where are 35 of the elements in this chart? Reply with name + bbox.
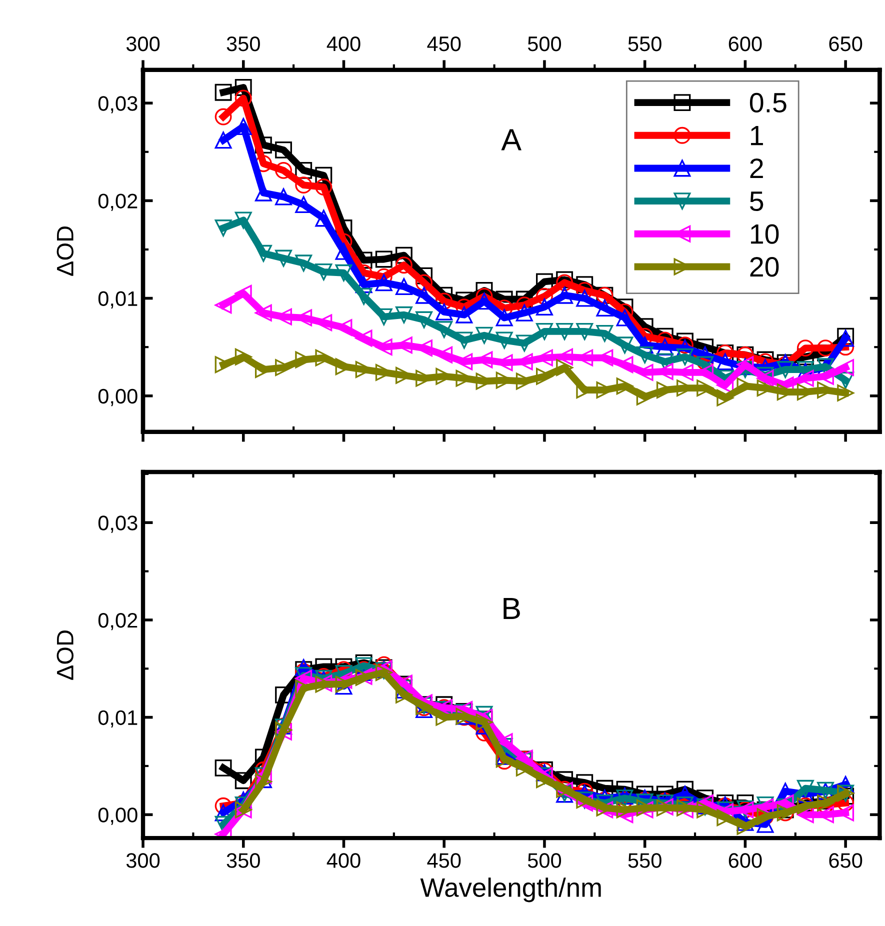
x-axis-title: Wavelength/nm: [420, 878, 601, 902]
x2-tick-label: 650: [829, 36, 862, 52]
annotation: B: [504, 598, 520, 619]
x-tick-label: 600: [728, 853, 762, 868]
x2-tick-label: 300: [126, 36, 160, 52]
y-tick-label: 0,03: [98, 96, 138, 114]
legend-label: 5: [750, 192, 764, 212]
x2-tick-label: 600: [728, 36, 762, 52]
legend-label: 10: [750, 224, 779, 244]
x-tick-label: 300: [126, 853, 160, 868]
legend-label: 1: [750, 126, 763, 146]
x2-tick-label: 450: [427, 36, 461, 52]
x2-tick-label: 550: [628, 36, 662, 52]
y-tick-label: 0,01: [98, 291, 138, 308]
y-tick-label: 0,03: [98, 516, 138, 533]
legend-label: 2: [750, 158, 763, 178]
x-tick-label: 550: [628, 853, 662, 868]
y-tick-label: 0,02: [98, 612, 138, 630]
y-axis-title: ΔOD: [56, 630, 74, 680]
x-tick-label: 400: [326, 853, 360, 868]
y-axis-title: ΔOD: [56, 226, 74, 276]
y-tick-label: 0,00: [98, 808, 138, 825]
x2-tick-label: 350: [226, 36, 260, 52]
y-tick-label: 0,02: [98, 194, 138, 211]
annotation: A: [501, 129, 522, 150]
legend-label: 20: [750, 257, 779, 277]
y-tick-label: 0,01: [98, 710, 138, 728]
x-tick-label: 650: [829, 853, 862, 868]
x2-tick-label: 400: [326, 36, 360, 52]
legend-label: 0.5: [750, 92, 786, 113]
x-tick-label: 450: [427, 853, 461, 868]
x2-tick-label: 500: [528, 36, 562, 52]
x-tick-label: 500: [528, 853, 562, 868]
y-tick-label: 0,00: [98, 388, 138, 406]
x-tick-label: 350: [226, 853, 260, 868]
